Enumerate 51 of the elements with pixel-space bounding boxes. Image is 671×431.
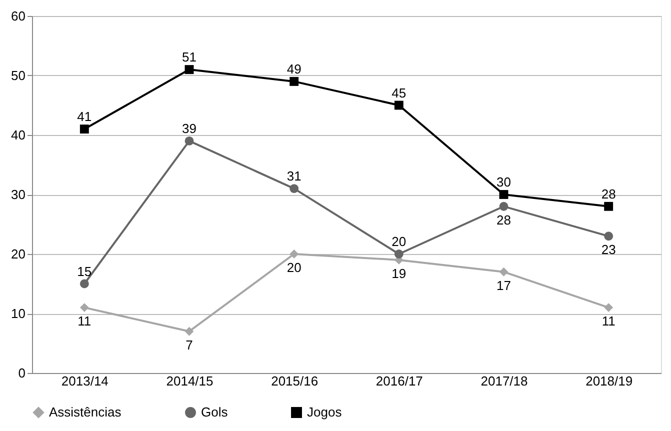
point bbox=[290, 76, 299, 86]
point bbox=[604, 202, 614, 211]
data-label: 28 bbox=[496, 212, 511, 228]
x-tick-label: 2014/15 bbox=[166, 374, 214, 388]
y-tick-label: 0 bbox=[18, 366, 26, 380]
point bbox=[80, 279, 89, 288]
data-label: 49 bbox=[286, 61, 302, 76]
legend-label: Assistências bbox=[49, 404, 122, 420]
y-tick-label: 60 bbox=[11, 8, 26, 24]
data-label: 45 bbox=[392, 85, 406, 100]
data-label: 30 bbox=[496, 174, 511, 190]
data-label: 28 bbox=[601, 186, 616, 202]
y-tick-label: 50 bbox=[11, 68, 26, 83]
data-label: 31 bbox=[286, 168, 302, 184]
point bbox=[80, 303, 89, 312]
point bbox=[80, 124, 89, 134]
point bbox=[184, 65, 194, 74]
y-tick-label: 20 bbox=[11, 246, 26, 262]
data-label: 51 bbox=[182, 50, 196, 65]
legend-label: Gols bbox=[201, 404, 228, 420]
data-label: 19 bbox=[392, 266, 406, 281]
x-tick-label: 2013/14 bbox=[61, 374, 108, 388]
x-tick-label: 2016/17 bbox=[376, 374, 423, 388]
data-label: 39 bbox=[182, 120, 196, 136]
point bbox=[290, 250, 299, 258]
data-label: 20 bbox=[286, 260, 302, 275]
point bbox=[394, 250, 404, 258]
point bbox=[499, 202, 508, 211]
point bbox=[604, 303, 614, 312]
data-label: 15 bbox=[77, 264, 92, 279]
x-tick-label: 2018/19 bbox=[586, 374, 633, 388]
data-label: 23 bbox=[601, 242, 616, 258]
point bbox=[184, 326, 194, 336]
data-label: 7 bbox=[186, 337, 193, 352]
point bbox=[499, 267, 508, 276]
point bbox=[394, 100, 404, 110]
legend-label: Jogos bbox=[307, 404, 342, 420]
y-tick-label: 30 bbox=[11, 187, 26, 202]
y-tick-label: 10 bbox=[11, 306, 26, 321]
point bbox=[499, 190, 508, 199]
data-label: 11 bbox=[602, 314, 616, 329]
point bbox=[290, 184, 299, 194]
y-tick-label: 40 bbox=[11, 128, 26, 142]
data-label: 20 bbox=[392, 234, 406, 249]
data-label: 41 bbox=[77, 109, 92, 124]
data-label: 11 bbox=[78, 314, 92, 329]
x-tick-label: 2015/16 bbox=[271, 374, 318, 388]
point bbox=[604, 232, 614, 241]
data-label: 17 bbox=[496, 278, 511, 293]
point bbox=[184, 136, 194, 146]
x-tick-label: 2017/18 bbox=[480, 374, 528, 388]
